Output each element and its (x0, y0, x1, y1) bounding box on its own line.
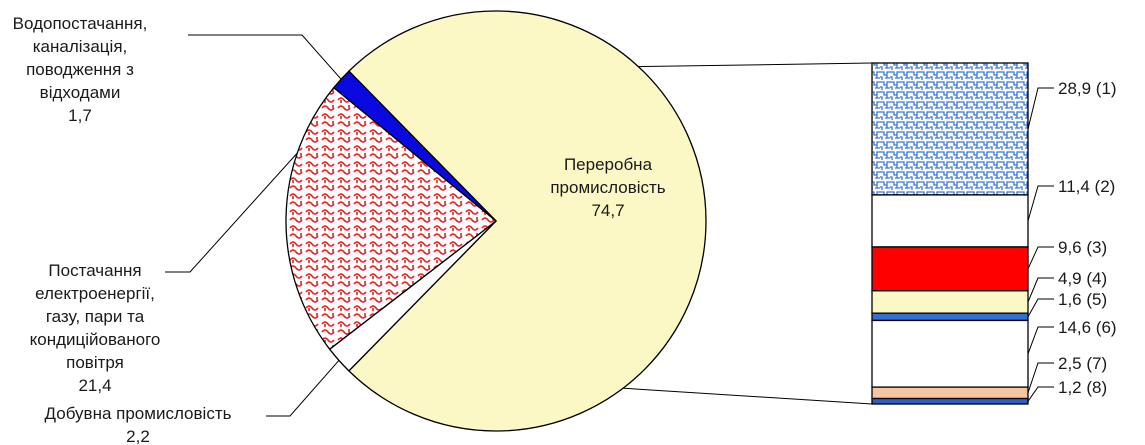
leader-lines (165, 34, 1054, 417)
leader-mining (266, 360, 340, 417)
segment-label-5: 1,6 (5) (1058, 290, 1107, 309)
label-manufacturing: Переробна промисловість 74,7 (550, 155, 665, 220)
pie (285, 10, 707, 432)
leader-segment-1 (1027, 87, 1054, 130)
leader-segment-2 (1027, 185, 1054, 222)
bar-segment-3 (871, 246, 1029, 292)
leader-segment-5 (1027, 298, 1054, 318)
bar-segment-5 (871, 312, 1029, 322)
segment-label-2: 11,4 (2) (1058, 177, 1115, 196)
segment-label-3: 9,6 (3) (1058, 238, 1107, 257)
leader-energy (165, 152, 298, 273)
leader-segment-4 (1027, 277, 1054, 303)
segment-label-1: 28,9 (1) (1058, 79, 1117, 98)
label-mining: Добувна промисловість 2,2 (45, 404, 232, 445)
pie-slice-energy (285, 86, 498, 351)
segment-label-6: 14,6 (6) (1058, 318, 1117, 337)
segment-label-7: 2,5 (7) (1058, 354, 1107, 373)
breakdown-bar (871, 62, 1029, 405)
leader-segment-8 (1027, 386, 1054, 402)
leader-segment-7 (1027, 362, 1054, 393)
leader-segment-6 (1027, 326, 1054, 354)
label-energy: Постачання електроенергії, газу, пари та ко… (30, 261, 161, 395)
bar-segment-7 (871, 386, 1029, 400)
bar-segment-4 (871, 290, 1029, 314)
bar-segment-1 (871, 62, 1029, 196)
labels: 28,9 (1) 11,4 (2) 9,6 (3) 4,9 (4) 1,6 (5) 14,… (13, 14, 1117, 445)
pie-slice-manufacturing (347, 10, 707, 432)
segment-label-4: 4,9 (4) (1058, 269, 1107, 288)
bar-segment-8 (871, 397, 1029, 405)
leader-water (188, 34, 342, 80)
bar-segment-6 (871, 319, 1029, 388)
bar-segment-2 (871, 194, 1029, 248)
segment-label-8: 1,2 (8) (1058, 378, 1107, 397)
leader-segment-3 (1027, 246, 1054, 270)
